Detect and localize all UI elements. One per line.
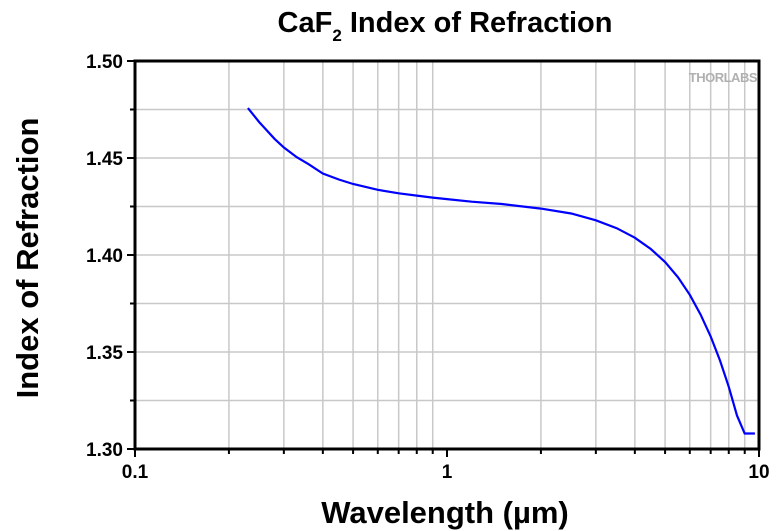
y-tick-label: 1.50 <box>86 52 123 73</box>
x-tick-label: 10 <box>748 462 769 483</box>
grid <box>135 61 759 449</box>
plot-frame <box>133 59 761 451</box>
x-axis-label: Wavelength (µm) <box>321 495 569 530</box>
y-axis-label: Index of Refraction <box>10 118 45 399</box>
x-tick-label: 0.1 <box>122 462 149 483</box>
thorlabs-logo: THORLABS <box>689 70 758 85</box>
x-tick-label: 1 <box>442 462 453 483</box>
ticks <box>127 60 760 457</box>
title-rest: Index of Refraction <box>342 7 613 39</box>
y-tick-label: 1.35 <box>86 343 123 364</box>
y-tick-label: 1.30 <box>86 440 123 461</box>
tick-labels: 0.1 1 10 1.30 1.35 1.40 1.45 1.50 <box>86 52 770 483</box>
title-subscript: 2 <box>332 26 341 45</box>
series-line-caf2 <box>247 107 755 435</box>
title-main: CaF <box>278 7 333 39</box>
y-tick-label: 1.40 <box>86 246 123 267</box>
chart-title: CaF2 Index of Refraction <box>278 7 613 45</box>
y-tick-label: 1.45 <box>86 149 123 170</box>
